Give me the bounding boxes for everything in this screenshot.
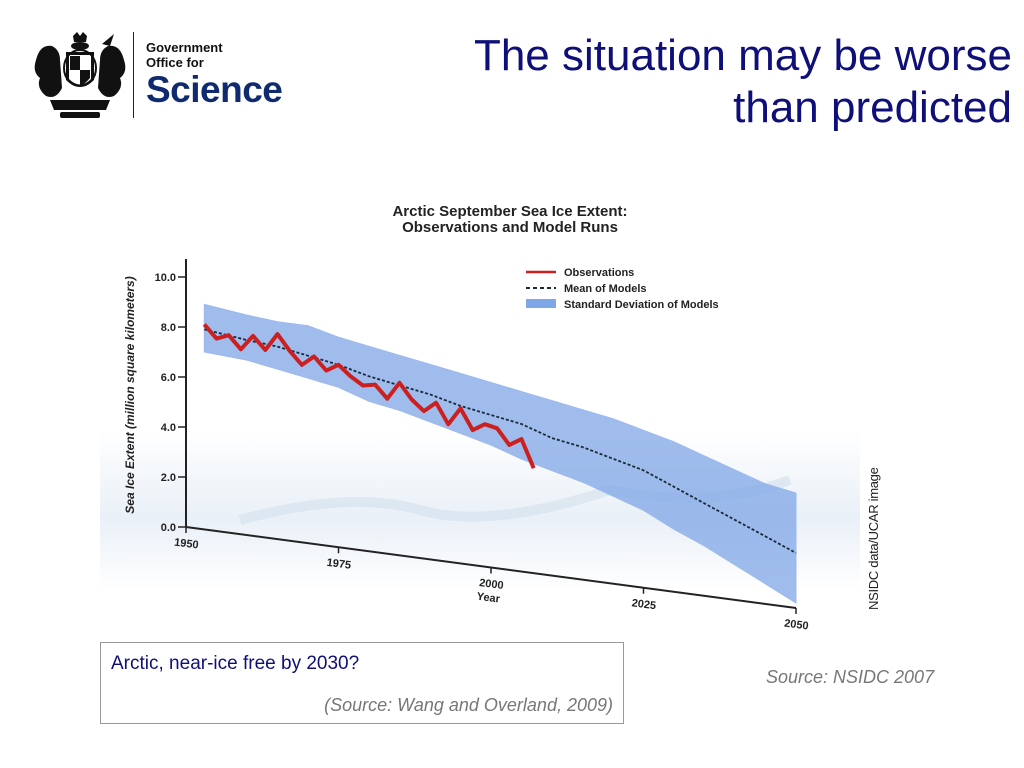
y-tick-label: 2.0 [161, 472, 176, 484]
sea-ice-chart: Arctic September Sea Ice Extent: Observat… [90, 190, 930, 630]
note-box: Arctic, near-ice free by 2030? (Source: … [100, 642, 624, 724]
x-tick-label: 2050 [783, 618, 809, 630]
slide-title: The situation may be worse than predicte… [372, 30, 1012, 134]
note-main-text: Arctic, near-ice free by 2030? [111, 653, 360, 674]
y-tick-label: 0.0 [161, 522, 176, 534]
slide-title-line-1: The situation may be worse [473, 31, 1012, 80]
series-observations-line [202, 323, 536, 469]
logo-line-office-for: Office for [146, 55, 204, 70]
sea-ice-chart-svg: Arctic September Sea Ice Extent:Observat… [100, 203, 860, 630]
x-tick-label: 1975 [326, 557, 352, 572]
logo-divider [133, 32, 134, 118]
x-axis-label: Year [476, 591, 501, 606]
chart-title-line-1: Arctic September Sea Ice Extent: [392, 203, 627, 220]
logo-line-government: Government [146, 40, 223, 55]
source-citation: Source: NSIDC 2007 [766, 667, 935, 687]
y-tick-label: 8.0 [161, 322, 176, 334]
x-tick-label: 2025 [631, 597, 657, 612]
image-credit: NSIDC data/UCAR image [866, 467, 881, 610]
logo-line-science: Science [146, 69, 283, 110]
royal-coat-of-arms-icon [34, 32, 126, 118]
legend-label-observations: Observations [564, 267, 634, 279]
note-source-text: (Source: Wang and Overland, 2009) [324, 695, 613, 715]
chart-title-line-2: Observations and Model Runs [402, 219, 618, 236]
x-tick-label: 1950 [173, 537, 199, 552]
y-tick-label: 6.0 [161, 372, 176, 384]
legend-label-mean: Mean of Models [564, 283, 647, 295]
y-axis-label: Sea Ice Extent (million square kilometer… [123, 276, 137, 513]
y-tick-label: 4.0 [161, 422, 176, 434]
slide-title-line-2: than predicted [733, 83, 1012, 132]
legend-label-std: Standard Deviation of Models [564, 299, 719, 311]
x-tick-label: 2000 [478, 577, 504, 592]
legend-swatch-std [526, 299, 556, 308]
logo-wordmark: Government Office for Science [146, 40, 283, 110]
y-tick-label: 10.0 [155, 272, 176, 284]
gov-office-for-science-logo: Government Office for Science [30, 30, 330, 125]
